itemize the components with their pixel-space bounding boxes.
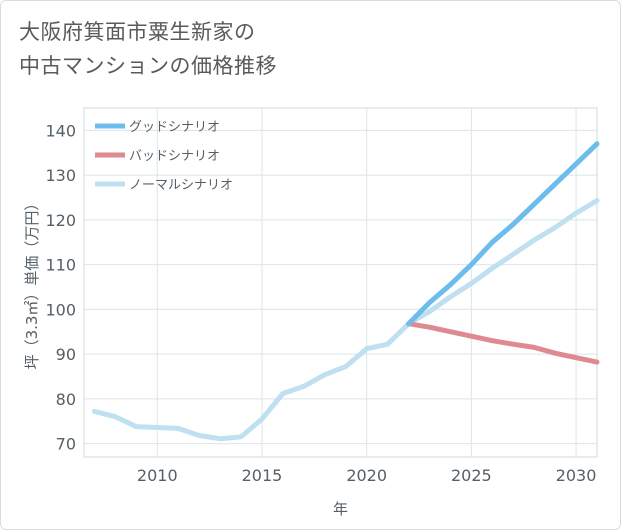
y-tick-label: 130 [45, 166, 76, 185]
y-tick-label: 140 [45, 121, 76, 140]
chart-title: 大阪府箕面市粟生新家の 中古マンションの価格推移 [19, 15, 439, 83]
x-tick-label: 2025 [451, 466, 492, 485]
x-tick-label: 2020 [346, 466, 387, 485]
y-tick-label: 110 [45, 256, 76, 275]
y-tick-label: 70 [56, 435, 76, 454]
series-line [92, 198, 600, 442]
legend-label: バッドシナリオ [129, 149, 220, 164]
x-tick-label: 2015 [242, 466, 283, 485]
y-tick-label: 90 [56, 345, 76, 364]
x-axis-title: 年 [333, 500, 348, 518]
legend-label: ノーマルシナリオ [129, 178, 233, 193]
y-tick-label: 100 [45, 300, 76, 319]
y-axis-title: 坪（3.3㎡）単価（万円） [23, 196, 41, 370]
y-tick-label: 120 [45, 211, 76, 230]
series-line [406, 141, 600, 327]
y-tick-label: 80 [56, 390, 76, 409]
chart-title-line2: 中古マンションの価格推移 [19, 54, 277, 78]
chart-title-line1: 大阪府箕面市粟生新家の [19, 20, 256, 44]
x-tick-label: 2030 [556, 466, 597, 485]
plot-frame [83, 107, 598, 458]
series-line [406, 321, 600, 365]
x-tick-label: 2010 [137, 466, 178, 485]
legend-label: グッドシナリオ [129, 120, 220, 135]
